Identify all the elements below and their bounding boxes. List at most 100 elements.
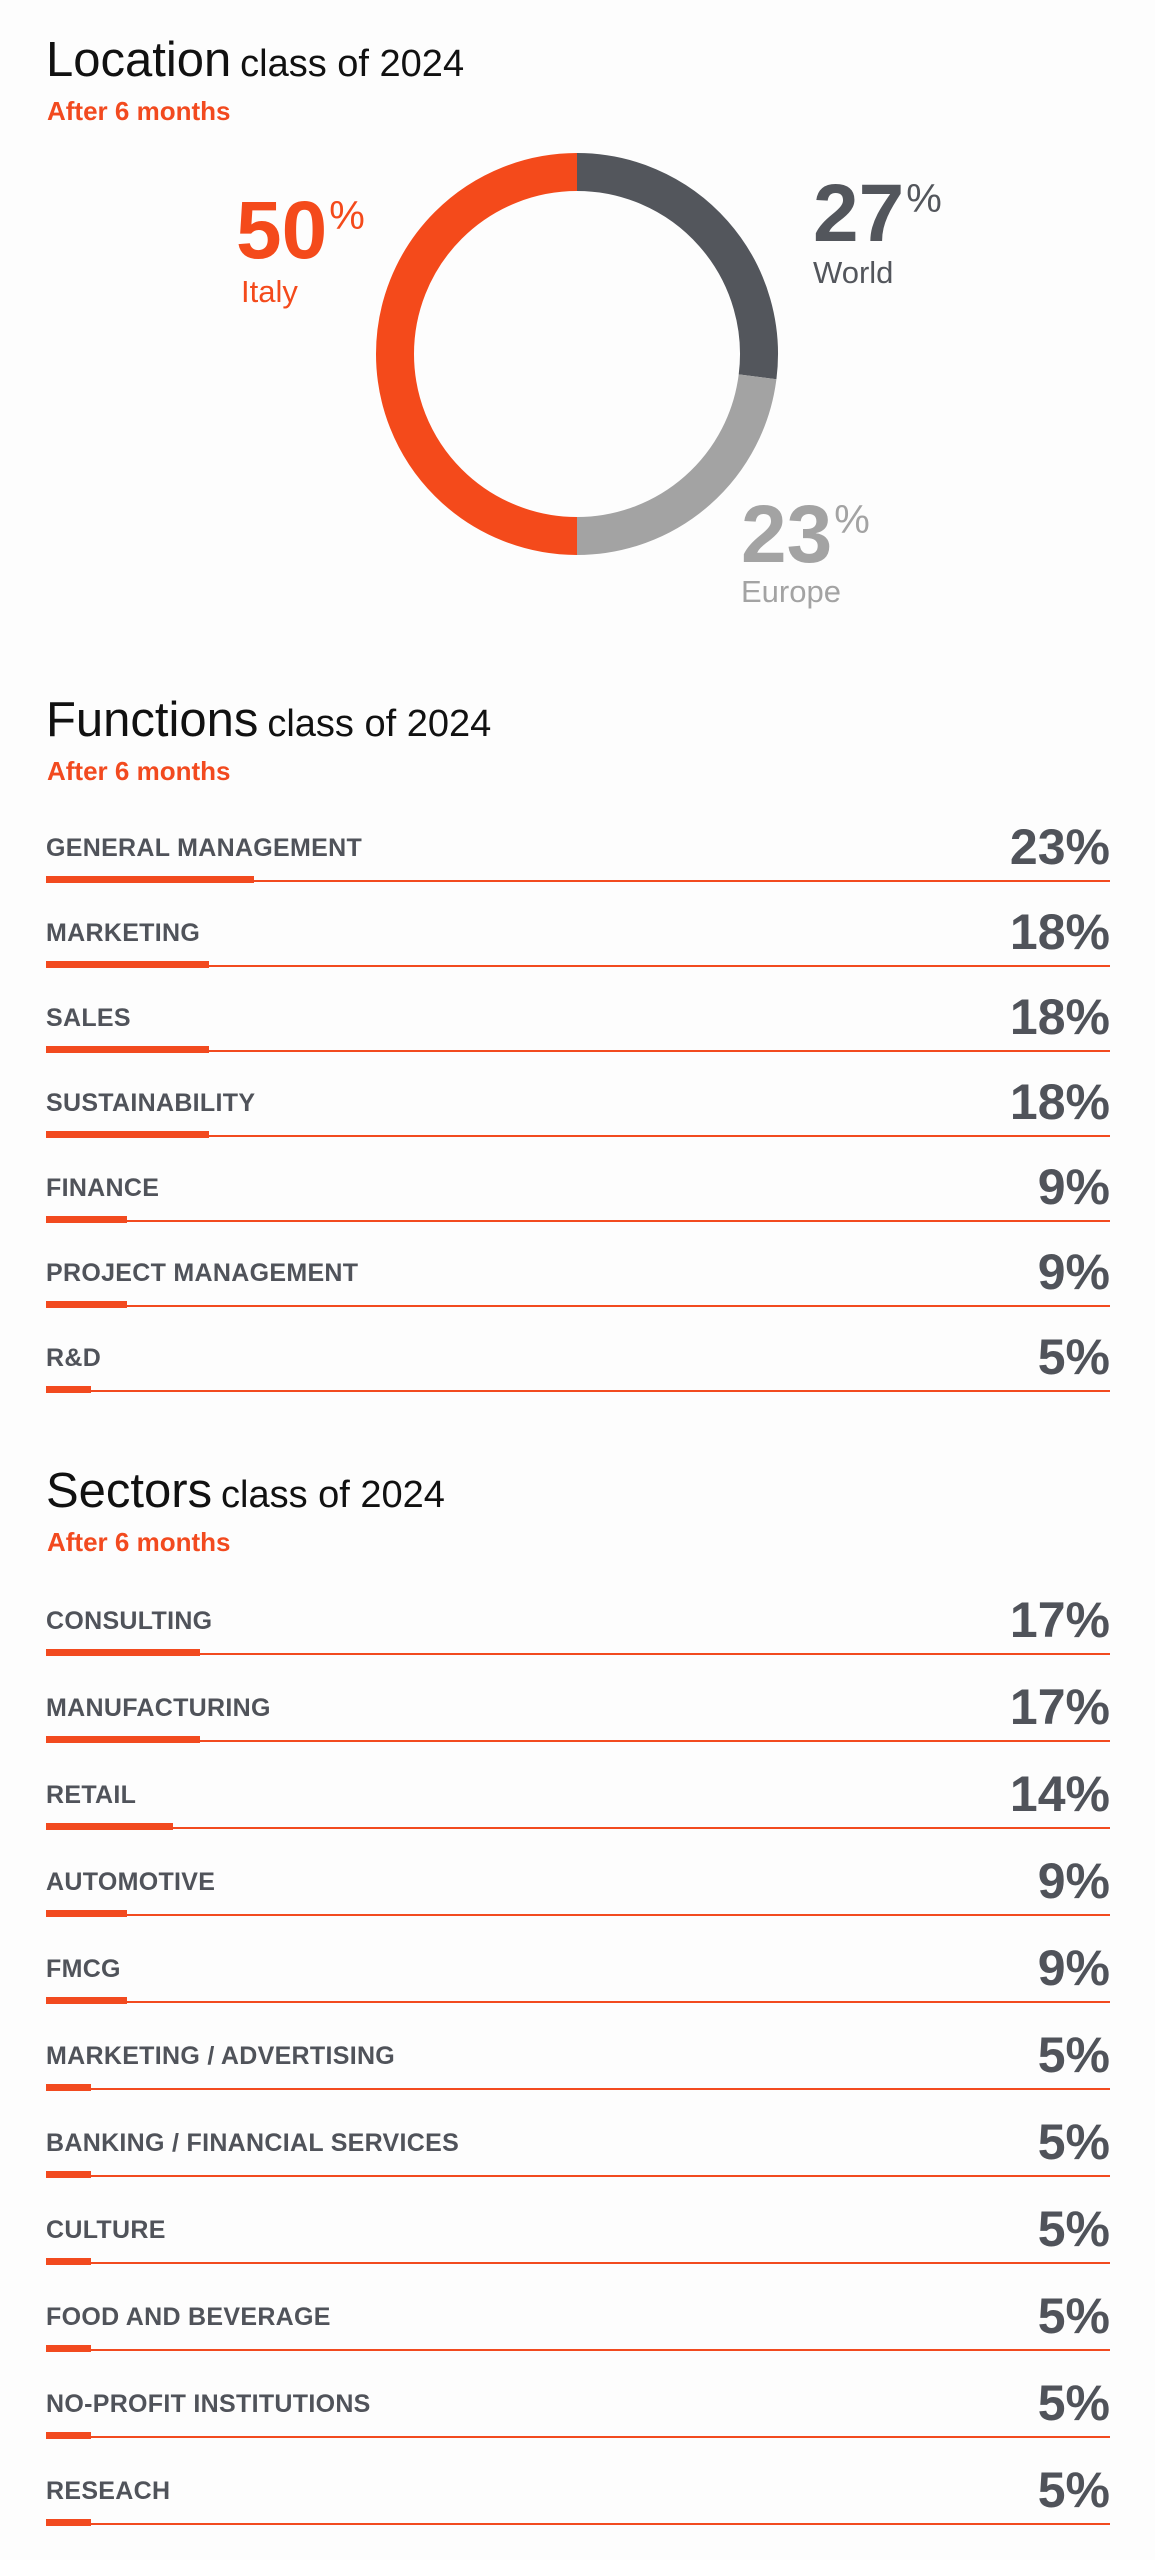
row-label: CONSULTING [46,1607,213,1635]
row-bar [46,2432,91,2439]
table-row: MARKETING 18% [46,882,1110,968]
row-label: RESEACH [46,2477,171,2505]
location-title: Location class of 2024 [46,32,464,88]
sectors-title: Sectors class of 2024 [46,1463,445,1519]
row-label: GENERAL MANAGEMENT [46,834,363,862]
sectors-title-main: Sectors [46,1464,213,1518]
row-label: PROJECT MANAGEMENT [46,1259,359,1287]
europe-segment [576,374,777,555]
table-row: MANUFACTURING 17% [46,1655,1110,1743]
row-bar [46,1736,200,1743]
world-percent-value: 27 [813,168,905,259]
row-label: SALES [46,1004,131,1032]
row-bar [46,2084,91,2091]
row-value: 9% [1037,1853,1110,1909]
table-row: SALES 18% [46,967,1110,1053]
location-title-class: class of 2024 [240,43,465,85]
table-row: PROJECT MANAGEMENT 9% [46,1222,1110,1308]
table-row: GENERAL MANAGEMENT 23% [46,797,1110,883]
table-row: CULTURE 5% [46,2177,1110,2265]
functions-title-class: class of 2024 [267,703,492,745]
location-title-main: Location [46,33,232,87]
europe-percent: 23% [741,494,870,576]
row-value: 5% [1037,2288,1110,2344]
row-value: 18% [1009,904,1110,960]
row-value: 18% [1009,1074,1110,1130]
row-bar [46,876,254,883]
sectors-period: After 6 months [47,1527,231,1557]
world-percent: 27% [813,173,942,255]
row-value: 5% [1037,2462,1110,2518]
row-bar [46,2171,91,2178]
table-row: BANKING / FINANCIAL SERVICES 5% [46,2090,1110,2178]
sectors-list: CONSULTING 17% MANUFACTURING 17% RETAIL 14% AU… [46,1568,1110,2526]
row-label: FINANCE [46,1174,160,1202]
table-row: CONSULTING 17% [46,1568,1110,1656]
functions-title: Functions class of 2024 [46,692,491,748]
table-row: NO-PROFIT INSTITUTIONS 5% [46,2351,1110,2439]
sectors-title-class: class of 2024 [221,1474,445,1516]
row-bar [46,2258,91,2265]
row-bar [46,961,209,968]
row-bar [46,1910,127,1917]
europe-percent-sign: % [834,498,870,542]
functions-list: GENERAL MANAGEMENT 23% MARKETING 18% SALES 18… [46,797,1110,1393]
row-bar [46,1216,127,1223]
table-row: RETAIL 14% [46,1742,1110,1830]
table-row: FOOD AND BEVERAGE 5% [46,2264,1110,2352]
row-value: 5% [1037,2201,1110,2257]
row-label: NO-PROFIT INSTITUTIONS [46,2390,371,2418]
italy-percent: 50% [236,190,365,272]
italy-segment [376,153,578,555]
row-label: BANKING / FINANCIAL SERVICES [46,2129,460,2157]
row-value: 14% [1009,1766,1110,1822]
table-row: RESEACH 5% [46,2438,1110,2526]
row-label: MANUFACTURING [46,1694,271,1722]
table-row: FMCG 9% [46,1916,1110,2004]
row-value: 17% [1009,1679,1110,1735]
row-bar [46,1823,173,1830]
location-donut-chart [376,153,778,555]
europe-label: Europe [741,574,841,609]
functions-period: After 6 months [47,756,231,786]
location-period: After 6 months [47,96,231,126]
world-percent-sign: % [906,177,942,221]
row-label: RETAIL [46,1781,137,1809]
row-value: 9% [1037,1159,1110,1215]
europe-percent-value: 23 [741,489,833,580]
world-label: World [813,255,894,290]
row-bar [46,1046,209,1053]
row-value: 5% [1037,2375,1110,2431]
row-label: R&D [46,1344,102,1372]
italy-percent-value: 50 [236,185,328,276]
row-bar [46,1301,127,1308]
row-bar [46,1131,209,1138]
row-value: 5% [1037,2114,1110,2170]
italy-percent-sign: % [329,194,365,238]
table-row: FINANCE 9% [46,1137,1110,1223]
row-value: 17% [1009,1592,1110,1648]
table-row: SUSTAINABILITY 18% [46,1052,1110,1138]
row-label: SUSTAINABILITY [46,1089,256,1117]
row-value: 9% [1037,1940,1110,1996]
row-value: 5% [1037,1329,1110,1385]
row-label: CULTURE [46,2216,166,2244]
functions-title-main: Functions [46,693,259,747]
row-bar [46,2345,91,2352]
table-row: MARKETING / ADVERTISING 5% [46,2003,1110,2091]
row-label: FMCG [46,1955,121,1983]
row-value: 5% [1037,2027,1110,2083]
row-label: MARKETING [46,919,201,947]
italy-label: Italy [241,274,298,309]
row-value: 23% [1009,819,1110,875]
table-row: AUTOMOTIVE 9% [46,1829,1110,1917]
row-label: FOOD AND BEVERAGE [46,2303,331,2331]
row-bar [46,1386,91,1393]
row-value: 9% [1037,1244,1110,1300]
row-value: 18% [1009,989,1110,1045]
row-bar [46,1649,200,1656]
row-bar [46,1997,127,2004]
row-bar [46,2519,91,2526]
row-label: AUTOMOTIVE [46,1868,216,1896]
table-row: R&D 5% [46,1307,1110,1393]
